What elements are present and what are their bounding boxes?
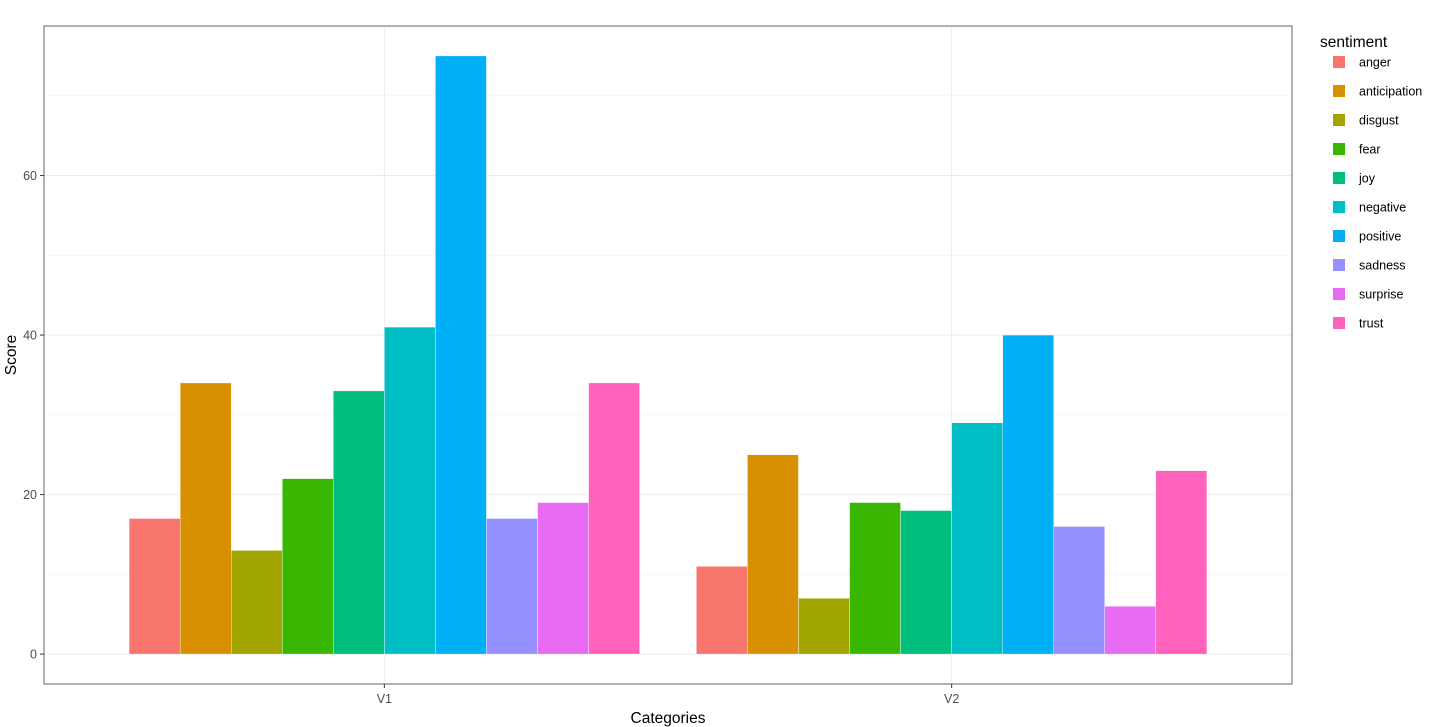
bar-joy-V2 [900,510,952,655]
bar-sadness-V2 [1053,526,1106,655]
legend-label-sadness: sadness [1359,259,1406,273]
legend-label-trust: trust [1359,317,1384,331]
bar-anger-V1 [128,518,181,655]
bar-negative-V2 [951,422,1003,655]
bar-positive-V1 [435,55,487,655]
legend-key-positive [1333,230,1345,242]
legend-key-fear [1333,143,1345,155]
legend-items: anger anticipation disgust fear joy negative p… [1333,56,1422,331]
legend-label-surprise: surprise [1359,288,1404,302]
legend-key-negative [1333,201,1345,213]
legend-label-joy: joy [1358,172,1376,186]
bar-fear-V1 [282,478,334,655]
bar-disgust-V2 [798,598,850,655]
bar-anticipation-V2 [747,454,799,655]
legend: sentiment anger anticipation disgust fear jo… [1320,34,1422,331]
legend-key-anger [1333,56,1345,68]
legend-key-joy [1333,172,1345,184]
y-tick-label: 40 [23,329,37,343]
bar-anticipation-V1 [179,382,232,655]
bar-trust-V2 [1155,470,1208,655]
bar-anger-V2 [696,566,748,655]
x-tick-label: V1 [377,692,392,706]
legend-label-anger: anger [1359,56,1391,70]
legend-label-anticipation: anticipation [1359,85,1422,99]
y-axis-title: Score [3,335,20,376]
bar-surprise-V1 [537,502,589,655]
bar-fear-V2 [849,502,901,655]
y-tick-label: 0 [30,648,37,662]
bar-joy-V1 [333,390,385,655]
legend-label-fear: fear [1359,143,1381,157]
bar-positive-V2 [1002,334,1054,655]
y-tick-label: 60 [23,169,37,183]
legend-label-positive: positive [1359,230,1401,244]
legend-key-disgust [1333,114,1345,126]
bar-sadness-V1 [486,518,538,655]
legend-title: sentiment [1320,34,1388,51]
x-axis-title: Categories [631,710,706,727]
legend-key-surprise [1333,288,1345,300]
y-axis-ticks: 0 20 40 60 [23,169,44,662]
legend-key-anticipation [1333,85,1345,97]
bar-disgust-V1 [230,550,283,655]
panel-border [43,25,1293,685]
bars [128,55,1208,655]
legend-label-disgust: disgust [1359,114,1399,128]
legend-key-trust [1333,317,1345,329]
bar-negative-V1 [384,326,436,655]
y-tick-label: 20 [23,488,37,502]
legend-key-sadness [1333,259,1345,271]
legend-label-negative: negative [1359,201,1406,215]
x-tick-label: V2 [944,692,959,706]
bar-trust-V1 [588,382,640,655]
x-axis-ticks: V1 V2 [377,684,959,706]
bar-surprise-V2 [1104,606,1157,655]
